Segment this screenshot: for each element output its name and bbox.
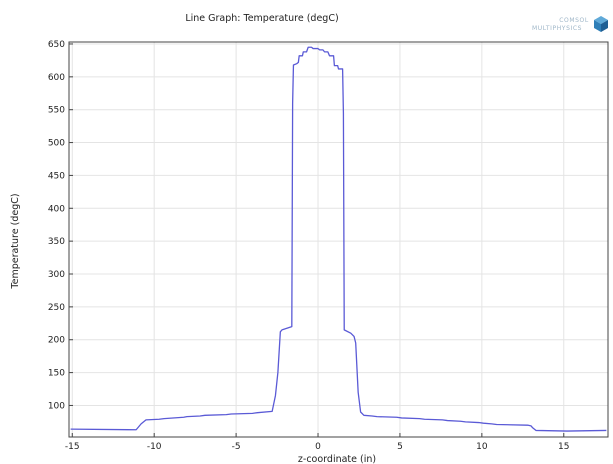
- y-tick-label: 350: [48, 237, 65, 247]
- y-axis-label: Temperature (degC): [10, 193, 21, 289]
- y-tick-label: 500: [48, 139, 65, 149]
- x-tick-label: -15: [65, 442, 80, 452]
- y-tick-label: 450: [48, 171, 65, 181]
- logo-line2: MULTIPHYSICS: [532, 25, 582, 32]
- y-tick-label: 250: [48, 303, 65, 313]
- x-tick-label: -10: [147, 442, 162, 452]
- comsol-cube-icon: [594, 16, 608, 32]
- series-layer: [70, 46, 607, 432]
- y-tick-label: 100: [48, 401, 65, 411]
- chart-title: Line Graph: Temperature (degC): [185, 13, 338, 24]
- x-tick-label: 15: [558, 442, 569, 452]
- y-tick-label: 600: [48, 73, 65, 83]
- y-tick-label: 300: [48, 270, 65, 280]
- x-tick-label: 10: [476, 442, 488, 452]
- y-tick-label: 200: [48, 336, 65, 346]
- comsol-logo: COMSOL MULTIPHYSICS: [532, 16, 608, 32]
- x-tick-label: -5: [232, 442, 241, 452]
- axis-ticks: -15 -10 -5 0 5 10 15 100 150 200 250 300 350 400 450 50…: [48, 40, 570, 452]
- temperature-series-line: [70, 46, 607, 432]
- x-tick-label: 0: [315, 442, 321, 452]
- plot-frame: [68, 41, 609, 438]
- y-tick-label: 550: [48, 106, 65, 116]
- x-tick-label: 5: [397, 442, 403, 452]
- x-axis-label: z-coordinate (in): [298, 454, 376, 464]
- logo-line1: COMSOL: [559, 17, 589, 24]
- y-tick-label: 400: [48, 204, 65, 214]
- y-tick-label: 150: [48, 369, 65, 379]
- y-tick-label: 650: [48, 40, 65, 50]
- grid-lines: [69, 42, 608, 437]
